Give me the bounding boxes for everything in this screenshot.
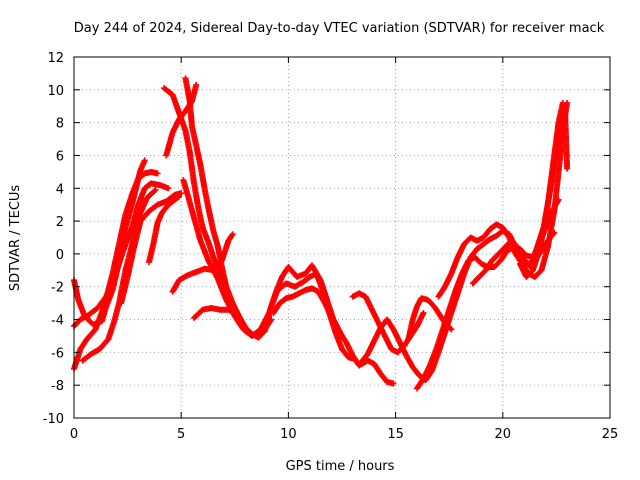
data-point <box>229 231 236 238</box>
y-tick-label: 6 <box>56 149 64 164</box>
data-point <box>141 157 148 164</box>
y-tick-label: -4 <box>51 314 64 329</box>
y-tick-label: -8 <box>51 379 64 394</box>
chart-title: Day 244 of 2024, Sidereal Day-to-day VTE… <box>74 21 605 36</box>
y-tick-label: 0 <box>56 248 64 263</box>
y-tick-label: -6 <box>51 346 64 361</box>
y-tick-label: 4 <box>56 182 64 197</box>
grid <box>74 57 610 418</box>
data-point <box>178 190 185 197</box>
series-track-20 <box>516 99 566 280</box>
x-tick-label: 5 <box>177 427 185 442</box>
x-tick-label: 0 <box>70 427 78 442</box>
series-track-3 <box>71 157 148 328</box>
data-point <box>448 326 455 333</box>
x-axis-label: GPS time / hours <box>286 459 395 474</box>
x-tick-label: 10 <box>280 427 297 442</box>
y-tick-label: 2 <box>56 215 64 230</box>
x-tick-label: 20 <box>495 427 512 442</box>
y-tick-label: 10 <box>47 84 64 99</box>
data-point <box>193 81 200 88</box>
data-point <box>151 187 158 194</box>
data-point <box>165 185 172 192</box>
data-point <box>559 99 566 106</box>
data-point <box>390 380 397 387</box>
plot-frame <box>73 56 611 419</box>
data-point <box>339 332 345 339</box>
data-point <box>420 309 427 316</box>
x-tick-label: 25 <box>602 427 619 442</box>
axis-ticks: 0 5 10 15 20 25 -10 -8 -6 -4 -2 0 2 4 6 8 10 12 <box>43 51 619 442</box>
y-tick-label: 8 <box>56 117 64 132</box>
y-tick-label: 12 <box>47 51 64 66</box>
x-tick-label: 15 <box>387 427 404 442</box>
data-point <box>447 325 454 332</box>
data-points <box>71 75 571 392</box>
data-point <box>351 355 358 362</box>
data-point <box>564 165 571 172</box>
data-point <box>152 186 159 193</box>
series-track-12 <box>191 270 358 362</box>
y-tick-label: -10 <box>43 412 64 427</box>
series-track-13 <box>270 285 345 339</box>
series-track-9 <box>161 85 228 290</box>
y-axis-label: SDTVAR / TECUs <box>8 185 23 292</box>
data-point <box>154 170 161 177</box>
y-tick-label: -2 <box>51 281 64 296</box>
series-track-6 <box>118 190 185 307</box>
